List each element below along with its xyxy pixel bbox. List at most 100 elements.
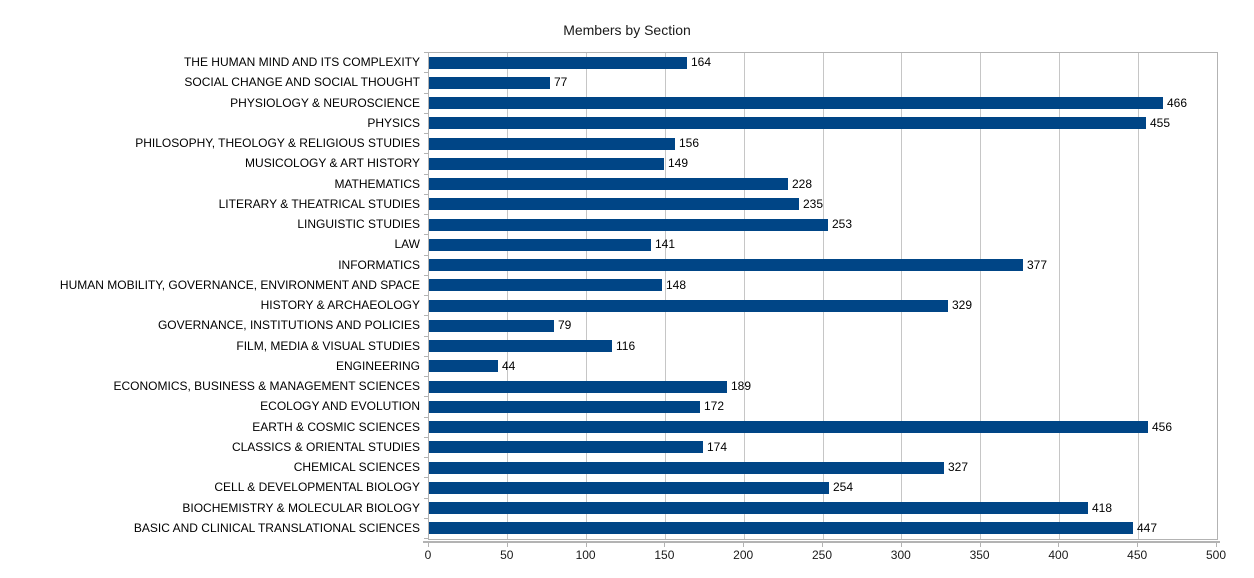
category-axis-tick <box>424 518 428 519</box>
bar-value-label: 456 <box>1152 419 1173 434</box>
x-axis-tick <box>1216 541 1217 547</box>
bar <box>429 97 1163 109</box>
category-axis-tick <box>424 417 428 418</box>
bar <box>429 238 651 251</box>
bar <box>429 76 550 89</box>
bar-value-label: 228 <box>792 176 813 191</box>
bar <box>429 259 1023 271</box>
category-axis-tick <box>424 93 428 94</box>
bar <box>429 198 799 211</box>
bar <box>429 400 700 413</box>
category-axis-tick <box>424 72 428 73</box>
bar-value-label: 77 <box>554 75 568 90</box>
category-axis-tick <box>424 255 428 256</box>
x-axis-line <box>423 541 1220 543</box>
category-label: BASIC AND CLINICAL TRANSLATIONAL SCIENCE… <box>133 520 420 535</box>
category-label: ENGINEERING <box>335 358 420 373</box>
category-axis-tick <box>424 153 428 154</box>
bar-value-label: 174 <box>707 439 728 454</box>
bar-value-label: 164 <box>691 55 712 69</box>
category-label: HUMAN MOBILITY, GOVERNANCE, ENVIRONMENT … <box>59 277 420 292</box>
x-tick-label: 150 <box>654 548 675 562</box>
bar-value-label: 189 <box>731 379 752 393</box>
category-label: LITERARY & THEATRICAL STUDIES <box>218 196 420 211</box>
x-axis-tick <box>585 541 587 547</box>
bar <box>429 218 828 231</box>
category-axis-tick <box>424 174 428 175</box>
category-label: MUSICOLOGY & ART HISTORY <box>245 156 420 171</box>
x-tick-label: 350 <box>969 548 990 562</box>
bar <box>429 157 664 170</box>
bar <box>429 279 662 292</box>
category-label: CELL & DEVELOPMENTAL BIOLOGY <box>214 480 420 495</box>
bar <box>429 117 1146 130</box>
category-axis-tick <box>424 295 428 296</box>
bar <box>429 360 498 373</box>
bar-value-label: 329 <box>952 298 973 312</box>
bar-value-label: 79 <box>558 318 572 333</box>
x-tick-label: 450 <box>1127 548 1148 562</box>
category-axis-tick <box>424 315 428 316</box>
x-axis-tick <box>743 541 745 547</box>
category-label: MATHEMATICS <box>334 176 420 191</box>
category-axis-tick <box>424 214 428 215</box>
x-axis-tick <box>1058 541 1060 547</box>
bar-value-label: 141 <box>655 237 676 252</box>
category-label: ECONOMICS, BUSINESS & MANAGEMENT SCIENCE… <box>113 379 421 393</box>
x-axis-tick <box>506 541 508 547</box>
category-axis-tick <box>424 234 428 235</box>
category-label: LINGUISTIC STUDIES <box>297 217 420 231</box>
bar-value-label: 235 <box>803 196 824 211</box>
category-axis-tick <box>424 52 428 53</box>
bar <box>429 441 703 454</box>
category-axis-tick <box>424 538 428 539</box>
gridline <box>980 53 982 539</box>
bar <box>429 340 612 352</box>
gridline <box>1058 53 1060 539</box>
x-tick-label: 100 <box>575 548 596 562</box>
bar-value-label: 447 <box>1137 520 1158 535</box>
category-axis-tick <box>424 437 428 438</box>
gridline <box>743 53 745 539</box>
category-axis-tick <box>424 376 428 377</box>
bar <box>429 56 687 69</box>
bar-value-label: 44 <box>502 358 516 373</box>
category-label: LAW <box>394 237 420 252</box>
category-axis-tick <box>424 477 428 478</box>
category-label: INFORMATICS <box>338 257 420 272</box>
gridline <box>822 53 824 539</box>
chart-title: Members by Section <box>563 22 691 38</box>
x-tick-label: 500 <box>1205 548 1227 562</box>
category-axis-tick <box>424 194 428 195</box>
bar <box>429 299 948 312</box>
gridline <box>1137 53 1139 539</box>
bar <box>429 481 829 494</box>
bar <box>429 380 727 393</box>
x-tick-label: 0 <box>424 548 432 562</box>
bar <box>429 461 944 474</box>
x-axis-tick <box>979 541 981 547</box>
category-axis-tick <box>424 133 428 134</box>
gridline <box>664 53 666 539</box>
bar-value-label: 327 <box>948 460 969 474</box>
category-axis-tick <box>424 457 428 458</box>
gridline <box>586 53 588 539</box>
bar-value-label: 418 <box>1092 500 1113 515</box>
category-label: GOVERNANCE, INSTITUTIONS AND POLICIES <box>157 318 420 333</box>
bar <box>429 178 788 190</box>
category-label: CHEMICAL SCIENCES <box>293 460 420 474</box>
category-label: FILM, MEDIA & VISUAL STUDIES <box>236 338 420 353</box>
category-label: THE HUMAN MIND AND ITS COMPLEXITY <box>183 55 420 69</box>
x-axis-tick <box>822 541 823 547</box>
plot-area: 164 77 466 455 156 149 228 235 253 141 377 148 329 79… <box>428 52 1218 540</box>
gridline <box>507 53 509 539</box>
gridline <box>901 53 903 539</box>
bar-value-label: 172 <box>704 399 725 414</box>
bar-value-label: 149 <box>668 156 689 171</box>
category-label: SOCIAL CHANGE AND SOCIAL THOUGHT <box>184 75 420 90</box>
category-axis-tick <box>424 336 428 337</box>
category-axis-tick <box>424 113 428 114</box>
category-label: PHILOSOPHY, THEOLOGY & RELIGIOUS STUDIES <box>135 136 420 150</box>
x-tick-label: 300 <box>890 548 911 562</box>
